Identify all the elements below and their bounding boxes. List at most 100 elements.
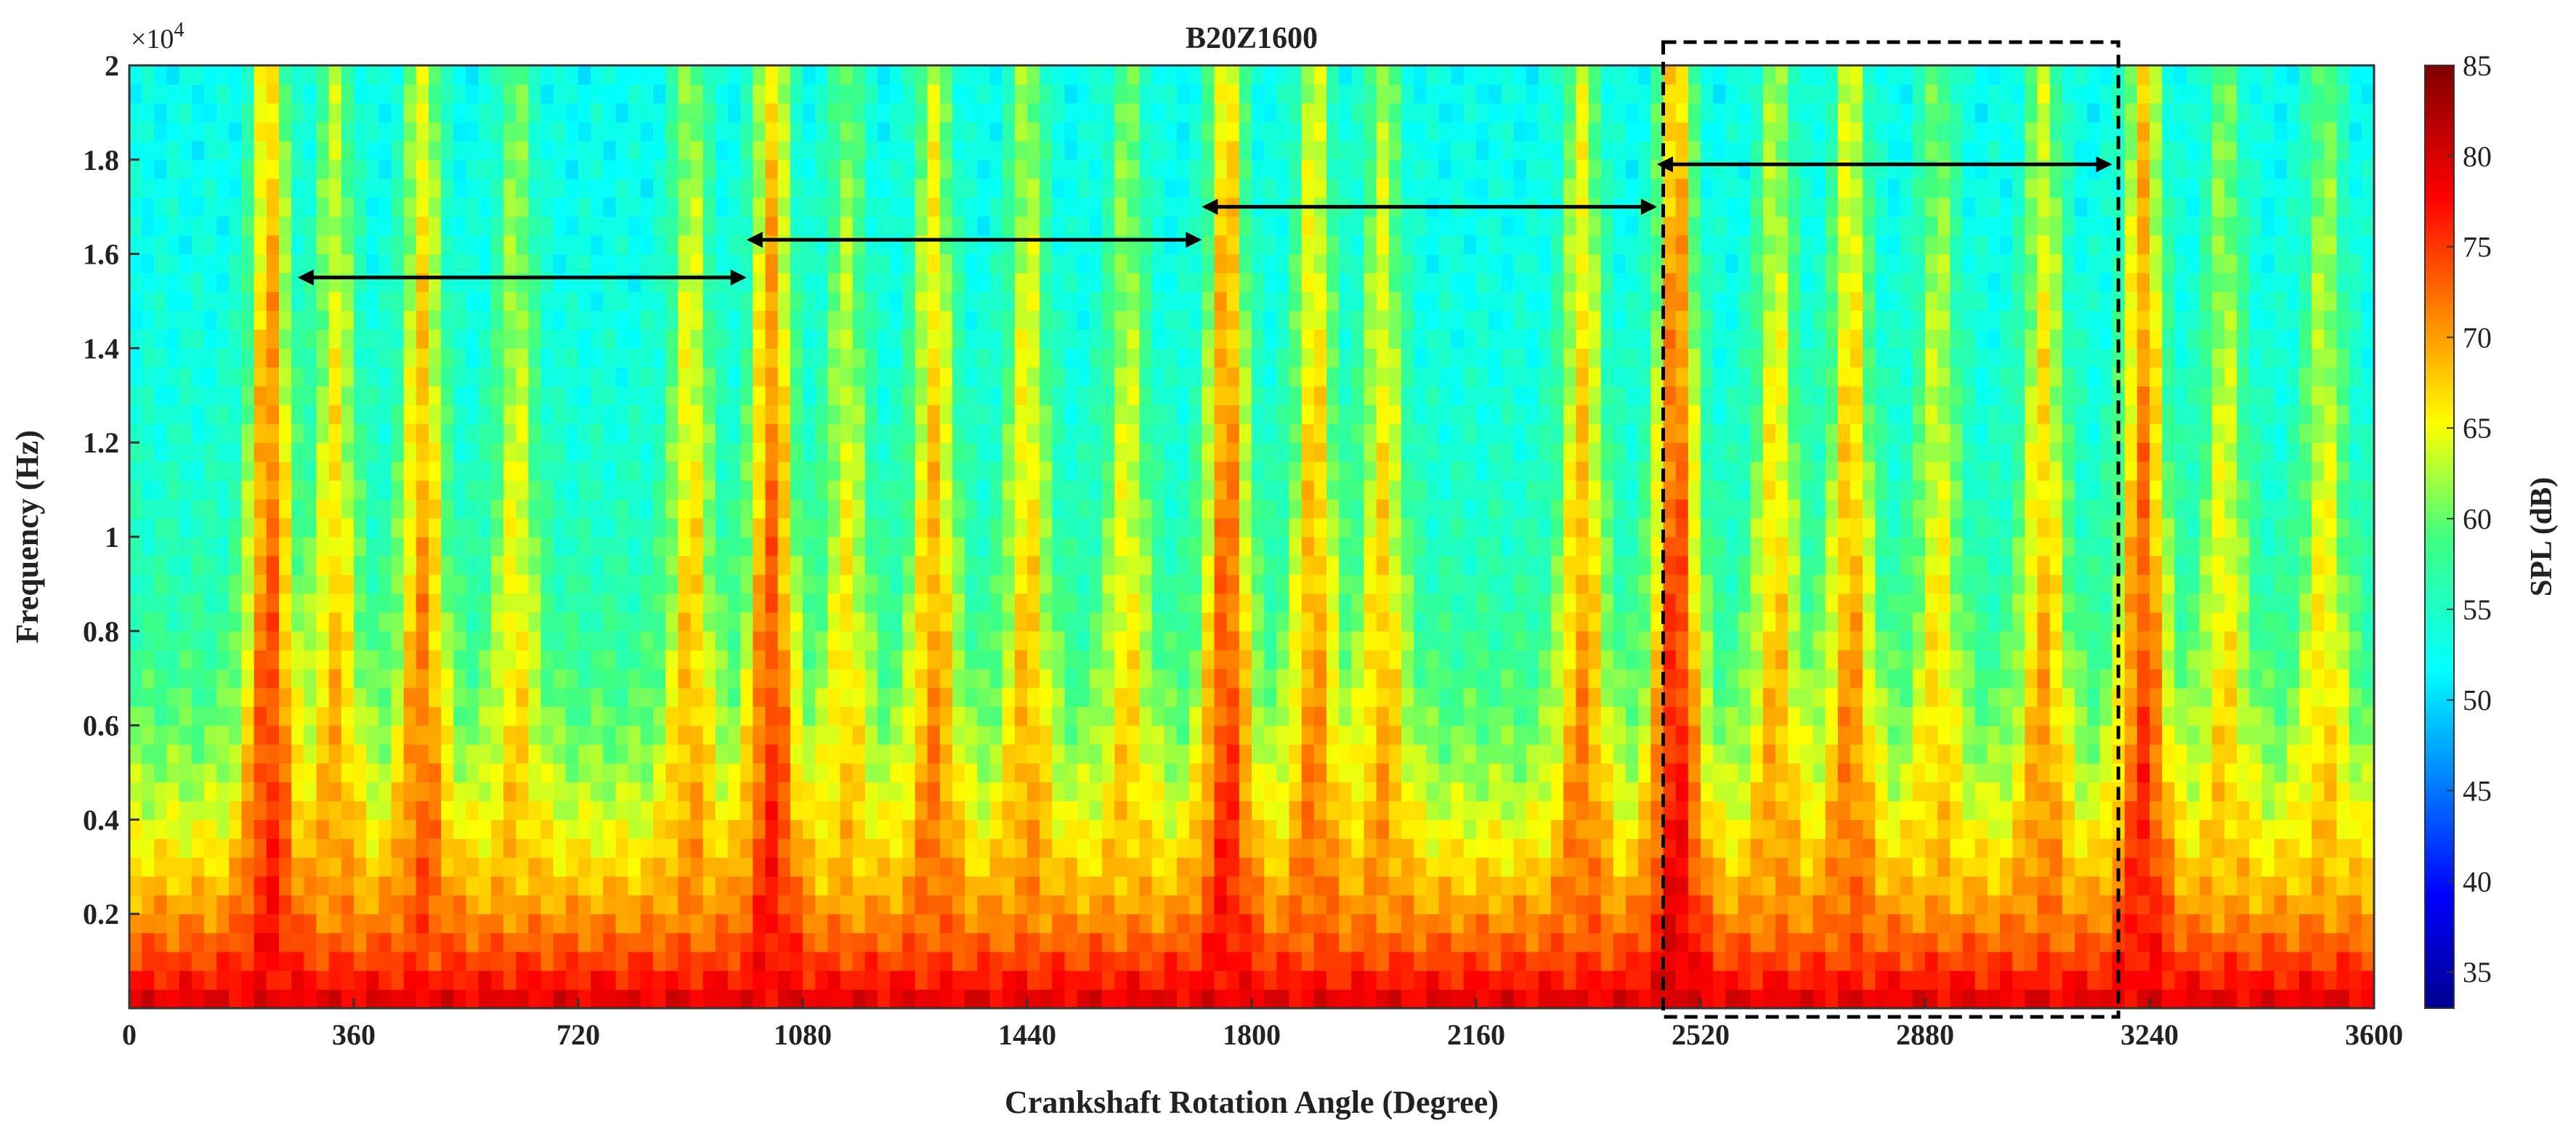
heatmap-cell <box>878 838 891 858</box>
heatmap-cell <box>591 65 604 85</box>
heatmap-cell <box>229 216 243 236</box>
heatmap-cell <box>1127 84 1141 104</box>
heatmap-cell <box>453 800 467 820</box>
heatmap-cell <box>790 197 803 217</box>
heatmap-cell <box>328 140 342 161</box>
heatmap-cell <box>1351 612 1365 632</box>
heatmap-cell <box>715 480 729 500</box>
heatmap-cell <box>927 348 941 368</box>
heatmap-cell <box>154 121 168 142</box>
heatmap-cell <box>316 782 330 802</box>
heatmap-cell <box>266 706 280 726</box>
heatmap-cell <box>1114 235 1127 255</box>
heatmap-cell <box>615 291 629 312</box>
heatmap-cell <box>1040 348 1053 368</box>
heatmap-cell <box>366 253 379 274</box>
heatmap-cell <box>366 970 379 990</box>
heatmap-cell <box>1239 819 1252 839</box>
heatmap-cell <box>1102 84 1115 104</box>
heatmap-cell <box>1114 989 1127 1008</box>
heatmap-cell <box>1040 630 1053 651</box>
heatmap-cell <box>516 668 529 689</box>
heatmap-cell <box>291 405 304 424</box>
heatmap-cell <box>965 405 978 424</box>
heatmap-cell <box>1040 461 1053 481</box>
heatmap-cell <box>728 405 741 424</box>
heatmap-cell <box>1313 706 1327 726</box>
heatmap-cell <box>977 197 991 217</box>
heatmap-cell <box>354 838 367 858</box>
heatmap-cell <box>403 763 417 783</box>
heatmap-cell <box>403 386 417 405</box>
heatmap-cell <box>765 838 779 858</box>
heatmap-cell <box>977 744 991 764</box>
heatmap-cell <box>540 630 554 651</box>
heatmap-cell <box>241 84 255 104</box>
heatmap-cell <box>915 197 928 217</box>
heatmap-cell <box>453 555 467 575</box>
heatmap-cell <box>1002 84 1016 104</box>
heatmap-cell <box>191 348 205 368</box>
heatmap-cell <box>304 310 317 330</box>
heatmap-cell <box>553 725 567 745</box>
heatmap-cell <box>304 876 317 896</box>
heatmap-cell <box>1239 744 1252 764</box>
heatmap-cell <box>628 235 641 255</box>
heatmap-cell <box>989 687 1003 707</box>
heatmap-cell <box>254 121 267 142</box>
heatmap-cell <box>378 668 392 689</box>
heatmap-cell <box>603 857 617 877</box>
heatmap-cell <box>341 537 355 556</box>
heatmap-cell <box>453 744 467 764</box>
heatmap-cell <box>915 499 928 519</box>
heatmap-cell <box>615 744 629 764</box>
heatmap-cell <box>1052 423 1066 443</box>
heatmap-cell <box>1151 630 1165 651</box>
heatmap-cell <box>578 649 591 670</box>
heatmap-cell <box>640 687 654 707</box>
heatmap-cell <box>591 178 604 198</box>
heatmap-cell <box>441 84 454 104</box>
heatmap-cell <box>516 84 529 104</box>
heatmap-cell <box>1002 310 1016 330</box>
heatmap-cell <box>403 782 417 802</box>
heatmap-cell <box>864 744 878 764</box>
heatmap-cell <box>890 405 903 424</box>
heatmap-cell <box>416 838 429 858</box>
heatmap-cell <box>1301 800 1315 820</box>
heatmap-cell <box>279 499 292 519</box>
heatmap-cell <box>777 952 791 971</box>
heatmap-cell <box>1052 367 1066 386</box>
heatmap-cell <box>1177 367 1190 386</box>
heatmap-cell <box>1214 291 1228 312</box>
heatmap-cell <box>191 159 205 179</box>
heatmap-cell <box>516 178 529 198</box>
heatmap-cell <box>1151 952 1165 971</box>
heatmap-cell <box>890 649 903 670</box>
heatmap-cell <box>1177 970 1190 990</box>
heatmap-cell <box>429 952 442 971</box>
heatmap-cell <box>1177 121 1190 142</box>
heatmap-cell <box>179 970 193 990</box>
heatmap-cell <box>827 668 841 689</box>
heatmap-cell <box>1027 386 1040 405</box>
heatmap-cell <box>728 706 741 726</box>
heatmap-cell <box>1364 499 1377 519</box>
heatmap-cell <box>565 272 579 293</box>
heatmap-cell <box>304 178 317 198</box>
heatmap-cell <box>827 216 841 236</box>
heatmap-cell <box>304 197 317 217</box>
heatmap-cell <box>254 442 267 462</box>
heatmap-cell <box>1351 367 1365 386</box>
heatmap-cell <box>728 367 741 386</box>
heatmap-cell <box>902 499 916 519</box>
heatmap-cell <box>503 706 517 726</box>
heatmap-cell <box>1177 744 1190 764</box>
heatmap-cell <box>1226 329 1240 349</box>
heatmap-cell <box>1139 649 1153 670</box>
heatmap-cell <box>191 461 205 481</box>
heatmap-cell <box>166 782 180 802</box>
heatmap-cell <box>1339 933 1352 952</box>
heatmap-cell <box>1040 235 1053 255</box>
heatmap-cell <box>952 461 965 481</box>
